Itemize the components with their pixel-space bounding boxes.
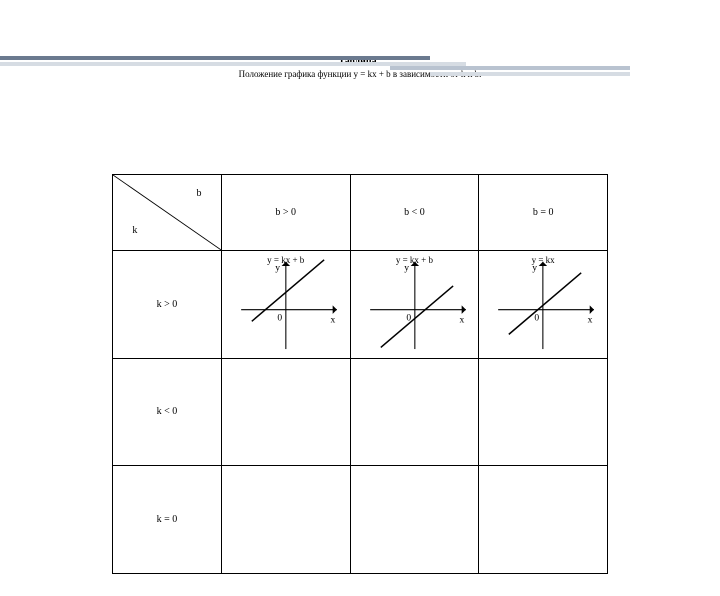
chart-cell-kzero-bneg xyxy=(350,466,479,574)
corner-label-b: b xyxy=(196,188,201,199)
col-header-b-zero: b = 0 xyxy=(479,175,608,251)
row-label-k-zero: k = 0 xyxy=(113,466,222,574)
svg-text:0: 0 xyxy=(277,312,282,323)
row-label-k-positive: k > 0 xyxy=(113,250,222,358)
svg-text:0: 0 xyxy=(535,312,540,323)
function-graph-table: b k b > 0 b < 0 b = 0 k > 0 y = kx + b 0… xyxy=(112,174,608,574)
corner-cell: b k xyxy=(113,175,222,251)
svg-text:0: 0 xyxy=(406,312,411,323)
chart-cell-kneg-bpos xyxy=(221,358,350,466)
chart-cell-kzero-bzero xyxy=(479,466,608,574)
chart-cell-kneg-bneg xyxy=(350,358,479,466)
row-label-k-negative: k < 0 xyxy=(113,358,222,466)
col-header-b-negative: b < 0 xyxy=(350,175,479,251)
chart-cell-kneg-bzero xyxy=(479,358,608,466)
slide-top-decor xyxy=(0,56,720,86)
equation-label: y = kx xyxy=(479,255,607,265)
svg-text:x: x xyxy=(330,314,335,325)
equation-label: y = kx + b xyxy=(351,255,479,265)
chart-cell-kzero-bpos xyxy=(221,466,350,574)
chart-cell-kpos-bpos: y = kx + b 0 x y xyxy=(221,250,350,358)
equation-label: y = kx + b xyxy=(222,255,350,265)
corner-label-k: k xyxy=(132,225,137,236)
chart-cell-kpos-bneg: y = kx + b 0 x y xyxy=(350,250,479,358)
svg-text:x: x xyxy=(459,314,464,325)
col-header-b-positive: b > 0 xyxy=(221,175,350,251)
chart-cell-kpos-bzero: y = kx 0 x y xyxy=(479,250,608,358)
svg-text:x: x xyxy=(588,314,593,325)
